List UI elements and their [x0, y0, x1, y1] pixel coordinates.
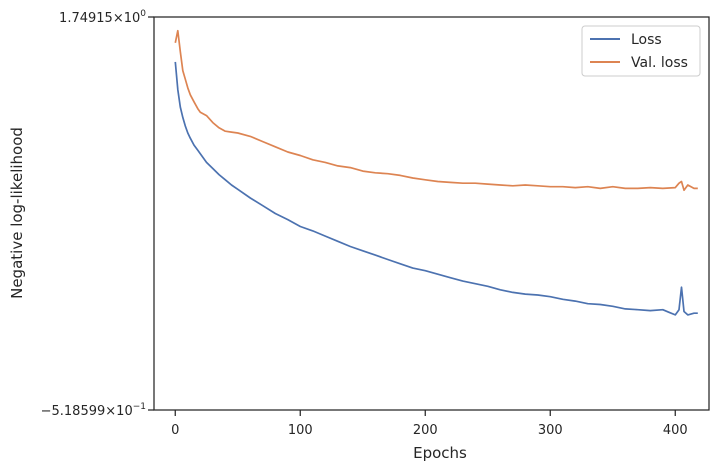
y-tick-label-bottom: −5.18599×10−1 [41, 402, 146, 419]
loss-line [174, 61, 698, 316]
y-tick-label-top: 1.74915×100 [59, 9, 146, 26]
series-layer [174, 29, 698, 316]
plot-background [154, 17, 709, 410]
plot-frame [153, 16, 710, 411]
x-tick-label: 200 [413, 423, 438, 438]
val-loss-line [174, 29, 698, 192]
x-tick-label: 400 [663, 423, 688, 438]
x-axis-label: Epochs [413, 444, 467, 462]
legend-label-val-loss: Val. loss [631, 55, 688, 71]
legend-label-loss: Loss [631, 32, 662, 48]
x-axis-ticks: 0 100 200 300 400 [171, 410, 688, 438]
x-tick-label: 100 [288, 423, 313, 438]
x-tick-label: 300 [538, 423, 563, 438]
x-tick-label: 0 [171, 423, 179, 438]
y-axis-label: Negative log-likelihood [8, 127, 26, 299]
legend: Loss Val. loss [581, 25, 701, 77]
